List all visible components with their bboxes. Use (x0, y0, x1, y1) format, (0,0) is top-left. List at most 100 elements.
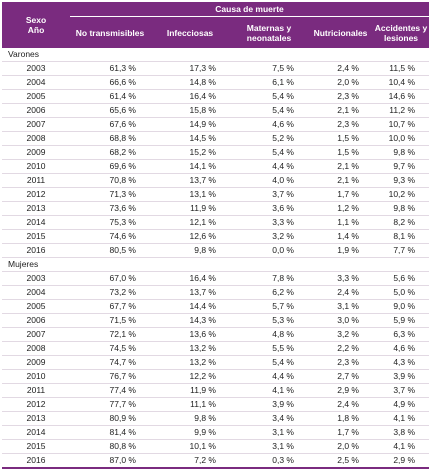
value-cell: 2,0 % (308, 75, 373, 90)
data-row: 2015 74,6 % 12,6 % 3,2 % 1,4 % 8,1 % (2, 229, 430, 244)
value-cell: 68,2 % (70, 145, 150, 160)
value-cell: 10,2 % (373, 187, 430, 202)
year-cell: 2003 (2, 61, 70, 76)
value-cell: 5,5 % (230, 341, 308, 356)
value-cell: 14,5 % (150, 131, 230, 146)
value-cell: 3,1 % (308, 299, 373, 314)
year-cell: 2007 (2, 327, 70, 342)
value-cell: 5,9 % (373, 313, 430, 328)
value-cell: 10,7 % (373, 117, 430, 132)
value-cell: 61,4 % (70, 89, 150, 104)
value-cell: 4,4 % (230, 159, 308, 174)
year-cell: 2009 (2, 145, 70, 160)
year-cell: 2016 (2, 453, 70, 469)
value-cell: 5,6 % (373, 271, 430, 286)
data-row: 2006 65,6 % 15,8 % 5,4 % 2,1 % 11,2 % (2, 103, 430, 118)
value-cell: 3,1 % (230, 439, 308, 454)
value-cell: 13,7 % (150, 173, 230, 188)
data-row: 2005 67,7 % 14,4 % 5,7 % 3,1 % 9,0 % (2, 299, 430, 314)
value-cell: 5,4 % (230, 145, 308, 160)
year-cell: 2008 (2, 341, 70, 356)
value-cell: 80,5 % (70, 243, 150, 258)
value-cell: 5,4 % (230, 89, 308, 104)
value-cell: 70,8 % (70, 173, 150, 188)
data-row: 2004 66,6 % 14,8 % 6,1 % 2,0 % 10,4 % (2, 75, 430, 90)
year-cell: 2010 (2, 159, 70, 174)
year-cell: 2006 (2, 313, 70, 328)
year-cell: 2016 (2, 243, 70, 258)
value-cell: 3,0 % (308, 313, 373, 328)
value-cell: 5,2 % (230, 131, 308, 146)
value-cell: 3,9 % (373, 369, 430, 384)
value-cell: 2,4 % (308, 397, 373, 412)
value-cell: 2,4 % (308, 61, 373, 76)
value-cell: 2,3 % (308, 89, 373, 104)
data-row: 2008 74,5 % 13,2 % 5,5 % 2,2 % 4,6 % (2, 341, 430, 356)
value-cell: 4,8 % (230, 327, 308, 342)
value-cell: 13,2 % (150, 341, 230, 356)
value-cell: 74,7 % (70, 355, 150, 370)
value-cell: 1,5 % (308, 131, 373, 146)
data-row: 2013 73,6 % 11,9 % 3,6 % 1,2 % 9,8 % (2, 201, 430, 216)
value-cell: 3,3 % (230, 215, 308, 230)
data-row: 2012 71,3 % 13,1 % 3,7 % 1,7 % 10,2 % (2, 187, 430, 202)
year-cell: 2014 (2, 425, 70, 440)
year-cell: 2009 (2, 355, 70, 370)
value-cell: 11,9 % (150, 383, 230, 398)
value-cell: 12,2 % (150, 369, 230, 384)
year-cell: 2014 (2, 215, 70, 230)
section-label: Varones (2, 48, 430, 62)
data-row: 2011 77,4 % 11,9 % 4,1 % 2,9 % 3,7 % (2, 383, 430, 398)
value-cell: 6,2 % (230, 285, 308, 300)
value-cell: 3,6 % (230, 201, 308, 216)
span-header: Causa de muerte (70, 2, 430, 17)
year-cell: 2015 (2, 229, 70, 244)
value-cell: 12,1 % (150, 215, 230, 230)
value-cell: 81,4 % (70, 425, 150, 440)
value-cell: 11,9 % (150, 201, 230, 216)
data-row: 2008 68,8 % 14,5 % 5,2 % 1,5 % 10,0 % (2, 131, 430, 146)
data-row: 2009 68,2 % 15,2 % 5,4 % 1,5 % 9,8 % (2, 145, 430, 160)
value-cell: 6,1 % (230, 75, 308, 90)
year-cell: 2004 (2, 75, 70, 90)
value-cell: 15,2 % (150, 145, 230, 160)
value-cell: 4,9 % (373, 397, 430, 412)
value-cell: 2,9 % (373, 453, 430, 469)
value-cell: 14,1 % (150, 159, 230, 174)
column-header: Maternas y neonatales (230, 16, 308, 48)
value-cell: 77,4 % (70, 383, 150, 398)
value-cell: 2,7 % (308, 369, 373, 384)
value-cell: 4,6 % (373, 341, 430, 356)
value-cell: 4,6 % (230, 117, 308, 132)
value-cell: 13,7 % (150, 285, 230, 300)
value-cell: 74,5 % (70, 341, 150, 356)
value-cell: 1,2 % (308, 201, 373, 216)
data-row: 2014 81,4 % 9,9 % 3,1 % 1,7 % 3,8 % (2, 425, 430, 440)
value-cell: 1,5 % (308, 145, 373, 160)
value-cell: 2,1 % (308, 103, 373, 118)
value-cell: 7,5 % (230, 61, 308, 76)
year-cell: 2015 (2, 439, 70, 454)
data-row: 2007 72,1 % 13,6 % 4,8 % 3,2 % 6,3 % (2, 327, 430, 342)
value-cell: 2,1 % (308, 159, 373, 174)
value-cell: 77,7 % (70, 397, 150, 412)
value-cell: 87,0 % (70, 453, 150, 469)
year-cell: 2010 (2, 369, 70, 384)
value-cell: 72,1 % (70, 327, 150, 342)
value-cell: 67,6 % (70, 117, 150, 132)
value-cell: 13,6 % (150, 327, 230, 342)
value-cell: 14,8 % (150, 75, 230, 90)
data-row: 2016 80,5 % 9,8 % 0,0 % 1,9 % 7,7 % (2, 243, 430, 258)
value-cell: 9,3 % (373, 173, 430, 188)
data-row: 2005 61,4 % 16,4 % 5,4 % 2,3 % 14,6 % (2, 89, 430, 104)
year-cell: 2008 (2, 131, 70, 146)
value-cell: 1,7 % (308, 425, 373, 440)
year-cell: 2013 (2, 201, 70, 216)
value-cell: 3,4 % (230, 411, 308, 426)
value-cell: 7,2 % (150, 453, 230, 469)
data-row: 2016 87,0 % 7,2 % 0,3 % 2,5 % 2,9 % (2, 453, 430, 469)
data-row: 2015 80,8 % 10,1 % 3,1 % 2,0 % 4,1 % (2, 439, 430, 454)
value-cell: 16,4 % (150, 271, 230, 286)
value-cell: 3,7 % (230, 187, 308, 202)
